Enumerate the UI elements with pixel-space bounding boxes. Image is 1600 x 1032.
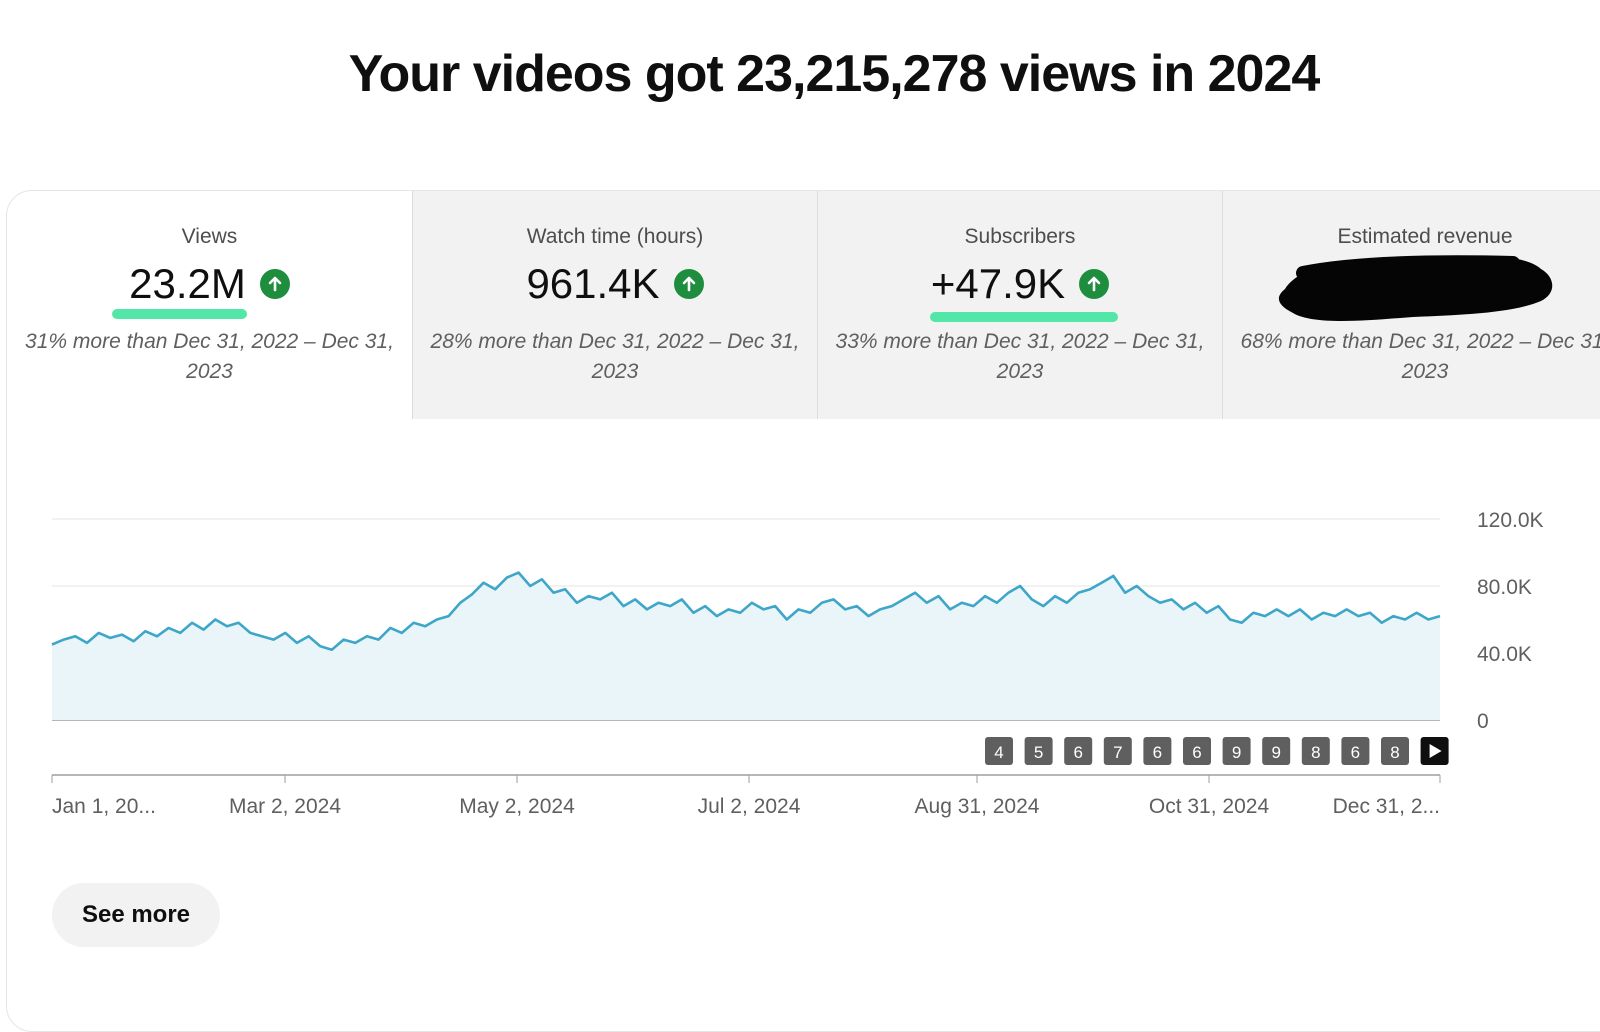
metric-label: Estimated revenue — [1337, 225, 1513, 248]
milestone-label: 8 — [1390, 743, 1399, 762]
x-tick-label: May 2, 2024 — [459, 795, 575, 818]
milestone-badge — [1262, 737, 1291, 765]
x-tick-label: Oct 31, 2024 — [1149, 795, 1270, 818]
milestone-marker[interactable]: 5 — [1024, 737, 1053, 765]
milestone-label: 6 — [1153, 743, 1162, 762]
y-tick-label: 0 — [1477, 710, 1489, 733]
milestone-label: 8 — [1311, 743, 1320, 762]
milestone-badge — [1103, 737, 1132, 765]
metric-label: Views — [181, 225, 238, 248]
metric-label: Subscribers — [964, 225, 1076, 248]
metric-tab-estimated-revenue[interactable]: Estimated revenue 68% more than Dec 31, … — [1222, 191, 1600, 419]
metric-value: 961.4K — [526, 260, 660, 307]
x-tick-label: Jan 1, 20... — [52, 795, 156, 818]
milestone-label: 6 — [1192, 743, 1201, 762]
analytics-card: Views 23.2M 31% more than Dec 31, 2022 –… — [6, 190, 1600, 1032]
milestone-badge — [1301, 737, 1330, 765]
redaction-scribble — [1278, 255, 1553, 321]
views-chart-svg: 120.0K 80.0K 40.0K 0 4 5 6 7 6 6 9 9 8 6 8 Jan 1, 20.… — [51, 509, 1544, 818]
x-tick-label: Mar 2, 2024 — [229, 795, 341, 818]
arrow-up-icon — [1079, 269, 1110, 299]
play-next-glyph — [1429, 744, 1442, 758]
see-more-button[interactable]: See more — [52, 883, 220, 947]
milestone-marker[interactable]: 6 — [1341, 737, 1370, 765]
milestone-marker[interactable]: 6 — [1183, 737, 1211, 765]
metric-tab-watch-time[interactable]: Watch time (hours) 961.4K 28% more than … — [412, 191, 817, 419]
x-tick-label: Aug 31, 2024 — [915, 795, 1040, 818]
milestone-marker[interactable]: 8 — [1381, 737, 1409, 765]
views-chart: 120.0K 80.0K 40.0K 0 4 5 6 7 6 6 9 9 8 6 8 Jan 1, 20.… — [7, 419, 1600, 889]
milestone-marker[interactable]: 4 — [985, 737, 1013, 765]
milestone-marker[interactable]: 9 — [1262, 737, 1291, 765]
x-tick-label: Jul 2, 2024 — [698, 795, 801, 818]
metric-value: +47.9K — [930, 260, 1066, 307]
metric-comparison: 33% more than Dec 31, 2022 – Dec 31, 202… — [835, 330, 1205, 383]
arrow-up-icon — [673, 269, 704, 299]
metric-comparison: 31% more than Dec 31, 2022 – Dec 31, 202… — [25, 330, 394, 383]
play-next-icon[interactable] — [1420, 737, 1449, 765]
milestone-badge — [985, 737, 1013, 765]
milestone-label: 5 — [1034, 743, 1043, 762]
y-tick-label: 80.0K — [1477, 576, 1532, 599]
milestone-badge — [1222, 737, 1251, 765]
milestone-label: 7 — [1113, 743, 1122, 762]
chart-series-line — [51, 571, 1441, 651]
milestone-label: 4 — [994, 743, 1003, 762]
milestone-marker[interactable]: 8 — [1301, 737, 1330, 765]
milestone-marker[interactable]: 7 — [1103, 737, 1132, 765]
metric-comparison: 68% more than Dec 31, 2022 – Dec 31, 202… — [1240, 330, 1600, 383]
x-tick-label: Dec 31, 2... — [1333, 795, 1440, 818]
milestone-badge — [1341, 737, 1370, 765]
metric-comparison: 28% more than Dec 31, 2022 – Dec 31, 202… — [430, 330, 800, 383]
milestone-badge — [1143, 737, 1172, 765]
milestone-badge — [1381, 737, 1409, 765]
y-tick-label: 40.0K — [1477, 643, 1532, 666]
milestone-marker[interactable]: 6 — [1143, 737, 1172, 765]
milestone-label: 9 — [1232, 743, 1241, 762]
milestone-label: 6 — [1073, 743, 1082, 762]
metric-tabs: Views 23.2M 31% more than Dec 31, 2022 –… — [7, 191, 1600, 419]
milestone-marker[interactable]: 9 — [1222, 737, 1251, 765]
chart-area-fill — [52, 572, 1440, 720]
milestone-badge — [1024, 737, 1053, 765]
milestone-label: 9 — [1271, 743, 1280, 762]
milestone-badge — [1183, 737, 1211, 765]
metric-label: Watch time (hours) — [526, 225, 704, 248]
highlight-mark — [112, 309, 247, 319]
milestone-label: 6 — [1351, 743, 1360, 762]
metric-tab-subscribers[interactable]: Subscribers +47.9K 33% more than Dec 31,… — [817, 191, 1222, 419]
metric-tab-views[interactable]: Views 23.2M 31% more than Dec 31, 2022 –… — [7, 191, 412, 419]
y-tick-label: 120.0K — [1477, 509, 1544, 532]
highlight-mark — [930, 312, 1118, 322]
arrow-up-icon — [259, 269, 290, 299]
page-headline: Your videos got 23,215,278 views in 2024 — [348, 45, 1321, 103]
milestone-marker[interactable]: 6 — [1064, 737, 1093, 765]
milestone-badge — [1064, 737, 1093, 765]
metric-value: 23.2M — [129, 260, 246, 307]
